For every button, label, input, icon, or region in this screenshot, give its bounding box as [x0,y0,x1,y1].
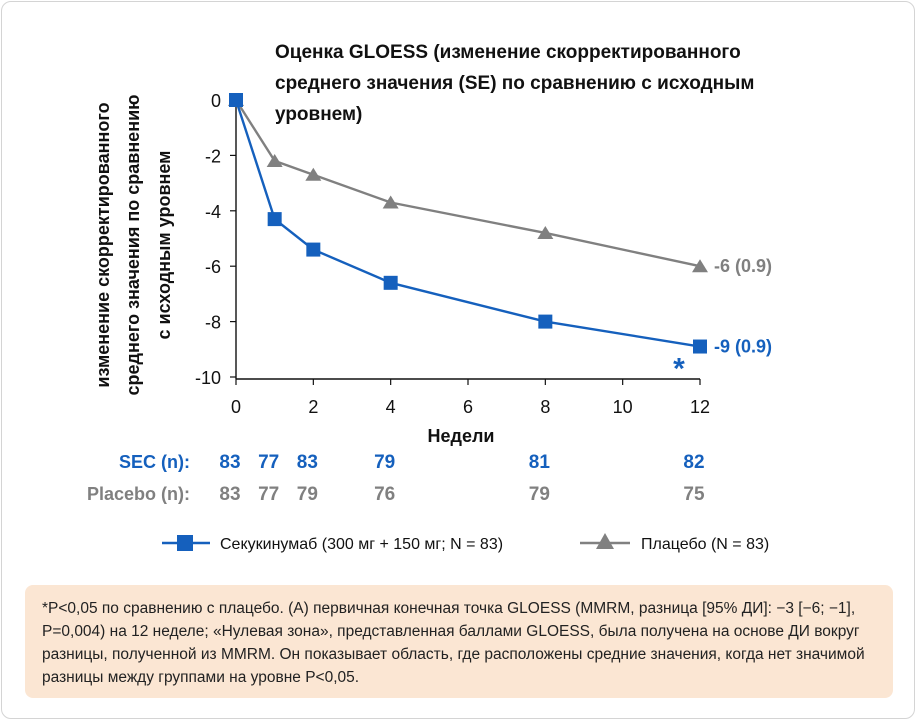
y-tick-label: -10 [195,368,221,388]
significance-asterisk: * [673,353,685,386]
n-value: 76 [374,484,395,505]
y-axis-label-line: изменение скорректированного [93,102,113,387]
end-value-label: -9 (0.9) [714,337,772,357]
series-line [234,99,701,348]
legend-marker-square [177,535,193,551]
y-axis-label: изменение скорректированного среднего зн… [93,94,174,395]
n-value: 79 [374,452,395,473]
legend-label-secukinumab: Секукинумаб (300 мг + 150 мг; N = 83) [220,536,503,553]
data-point-triangle [305,167,322,181]
n-value: 75 [683,484,705,505]
data-point-triangle [537,225,554,239]
chart-title-line: уровнем) [275,104,362,125]
data-point-square [306,242,321,257]
x-axis-label: Недели [428,426,495,446]
x-tick-label: 12 [690,397,710,417]
n-row-label: Placebo (n): [87,484,190,504]
data-point-square [383,275,398,290]
legend-label-placebo: Плацебо (N = 83) [641,536,769,553]
data-point-triangle [266,153,283,167]
y-tick-label: 0 [211,91,221,111]
x-tick-label: 0 [231,397,241,417]
data-point-square [229,93,243,107]
y-axis-label-line: с исходным уровнем [154,151,174,340]
legend: Секукинумаб (300 мг + 150 мг; N = 83) Пла… [162,533,769,553]
x-tick-label: 6 [463,397,473,417]
footnote: *P<0,05 по сравнению с плацебо. (A) перв… [25,585,893,698]
y-tick-label: -6 [205,257,221,277]
x-tick-label: 2 [308,397,318,417]
n-value: 82 [683,452,704,473]
n-at-risk-table: SEC (n): 83 77 83 79 81 82 Placebo (n): 83 77 79 76… [87,452,705,505]
series-line [234,99,701,268]
chart-title-line: среднего значения (SE) по сравнению с ис… [275,73,754,94]
x-tick-label: 8 [540,397,550,417]
n-value: 83 [297,452,318,473]
n-value: 81 [529,452,551,473]
series-secukinumab: -9 (0.9) * [229,93,772,386]
n-value: 79 [297,484,318,505]
y-axis-label-line: среднего значения по сравнению [123,94,143,395]
axes: 0 -2 -4 -6 -8 -10 0 2 4 6 8 10 12 [195,91,710,417]
series-layer: -6 (0.9) -9 (0.9) * [228,93,772,386]
x-tick-label: 4 [386,397,396,417]
n-value: 83 [219,452,240,473]
legend-marker-triangle [596,533,614,549]
x-tick-label: 10 [613,397,633,417]
chart-title-line: Оценка GLOESS (изменение скорректированн… [275,42,741,63]
n-row-label: SEC (n): [119,452,190,472]
n-value: 77 [258,484,279,505]
y-tick-label: -8 [205,313,221,333]
data-point-square [693,339,707,354]
data-point-square [538,314,553,329]
data-point-square [267,212,282,227]
n-value: 79 [529,484,550,505]
y-tick-label: -2 [205,146,221,166]
n-value: 77 [258,452,279,473]
end-value-label: -6 (0.9) [714,256,772,276]
n-value: 83 [219,484,240,505]
chart-title: Оценка GLOESS (изменение скорректированн… [275,42,754,125]
data-point-triangle [382,195,399,209]
y-tick-label: -4 [205,202,221,222]
data-point-triangle [692,259,708,273]
